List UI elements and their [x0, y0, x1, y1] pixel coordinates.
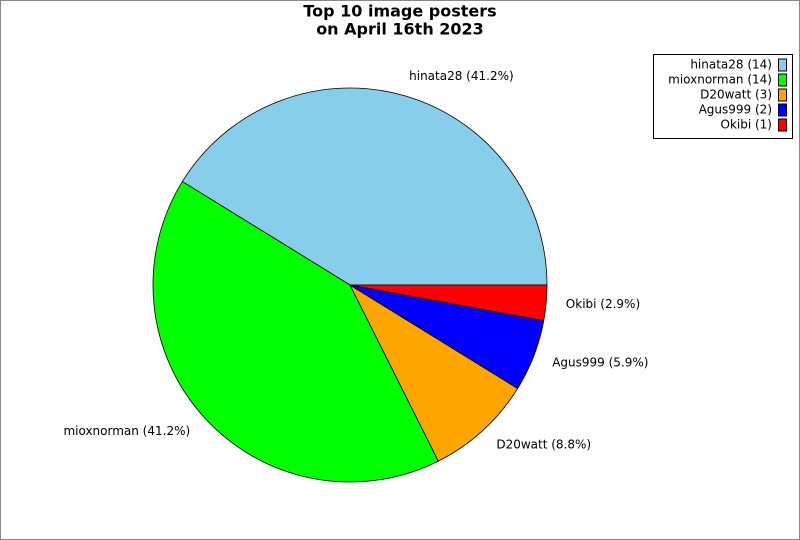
legend-label: mioxnorman (14): [668, 73, 772, 87]
legend-box: [653, 54, 793, 139]
legend-swatch: [778, 103, 787, 117]
slice-label: Okibi (2.9%): [566, 297, 640, 311]
legend-label: D20watt (3): [700, 88, 772, 102]
slice-label: Agus999 (5.9%): [552, 355, 648, 369]
slice-label: mioxnorman (41.2%): [63, 424, 190, 438]
pie-slice: [152, 180, 439, 483]
legend-swatch: [778, 88, 787, 102]
chart-title: Top 10 image posters: [303, 2, 496, 21]
chart-title: on April 16th 2023: [316, 20, 484, 39]
pie-slice: [349, 284, 548, 322]
legend-label: hinata28 (14): [690, 58, 772, 72]
slice-label: D20watt (8.8%): [496, 437, 591, 451]
pie-slice: [181, 87, 548, 286]
legend-swatch: [778, 58, 787, 72]
legend-label: Agus999 (2): [699, 103, 772, 117]
pie-slice: [349, 283, 519, 462]
legend-swatch: [778, 118, 787, 132]
legend-swatch: [778, 73, 787, 87]
legend-label: Okibi (1): [721, 118, 773, 132]
slice-label: hinata28 (41.2%): [409, 69, 514, 83]
